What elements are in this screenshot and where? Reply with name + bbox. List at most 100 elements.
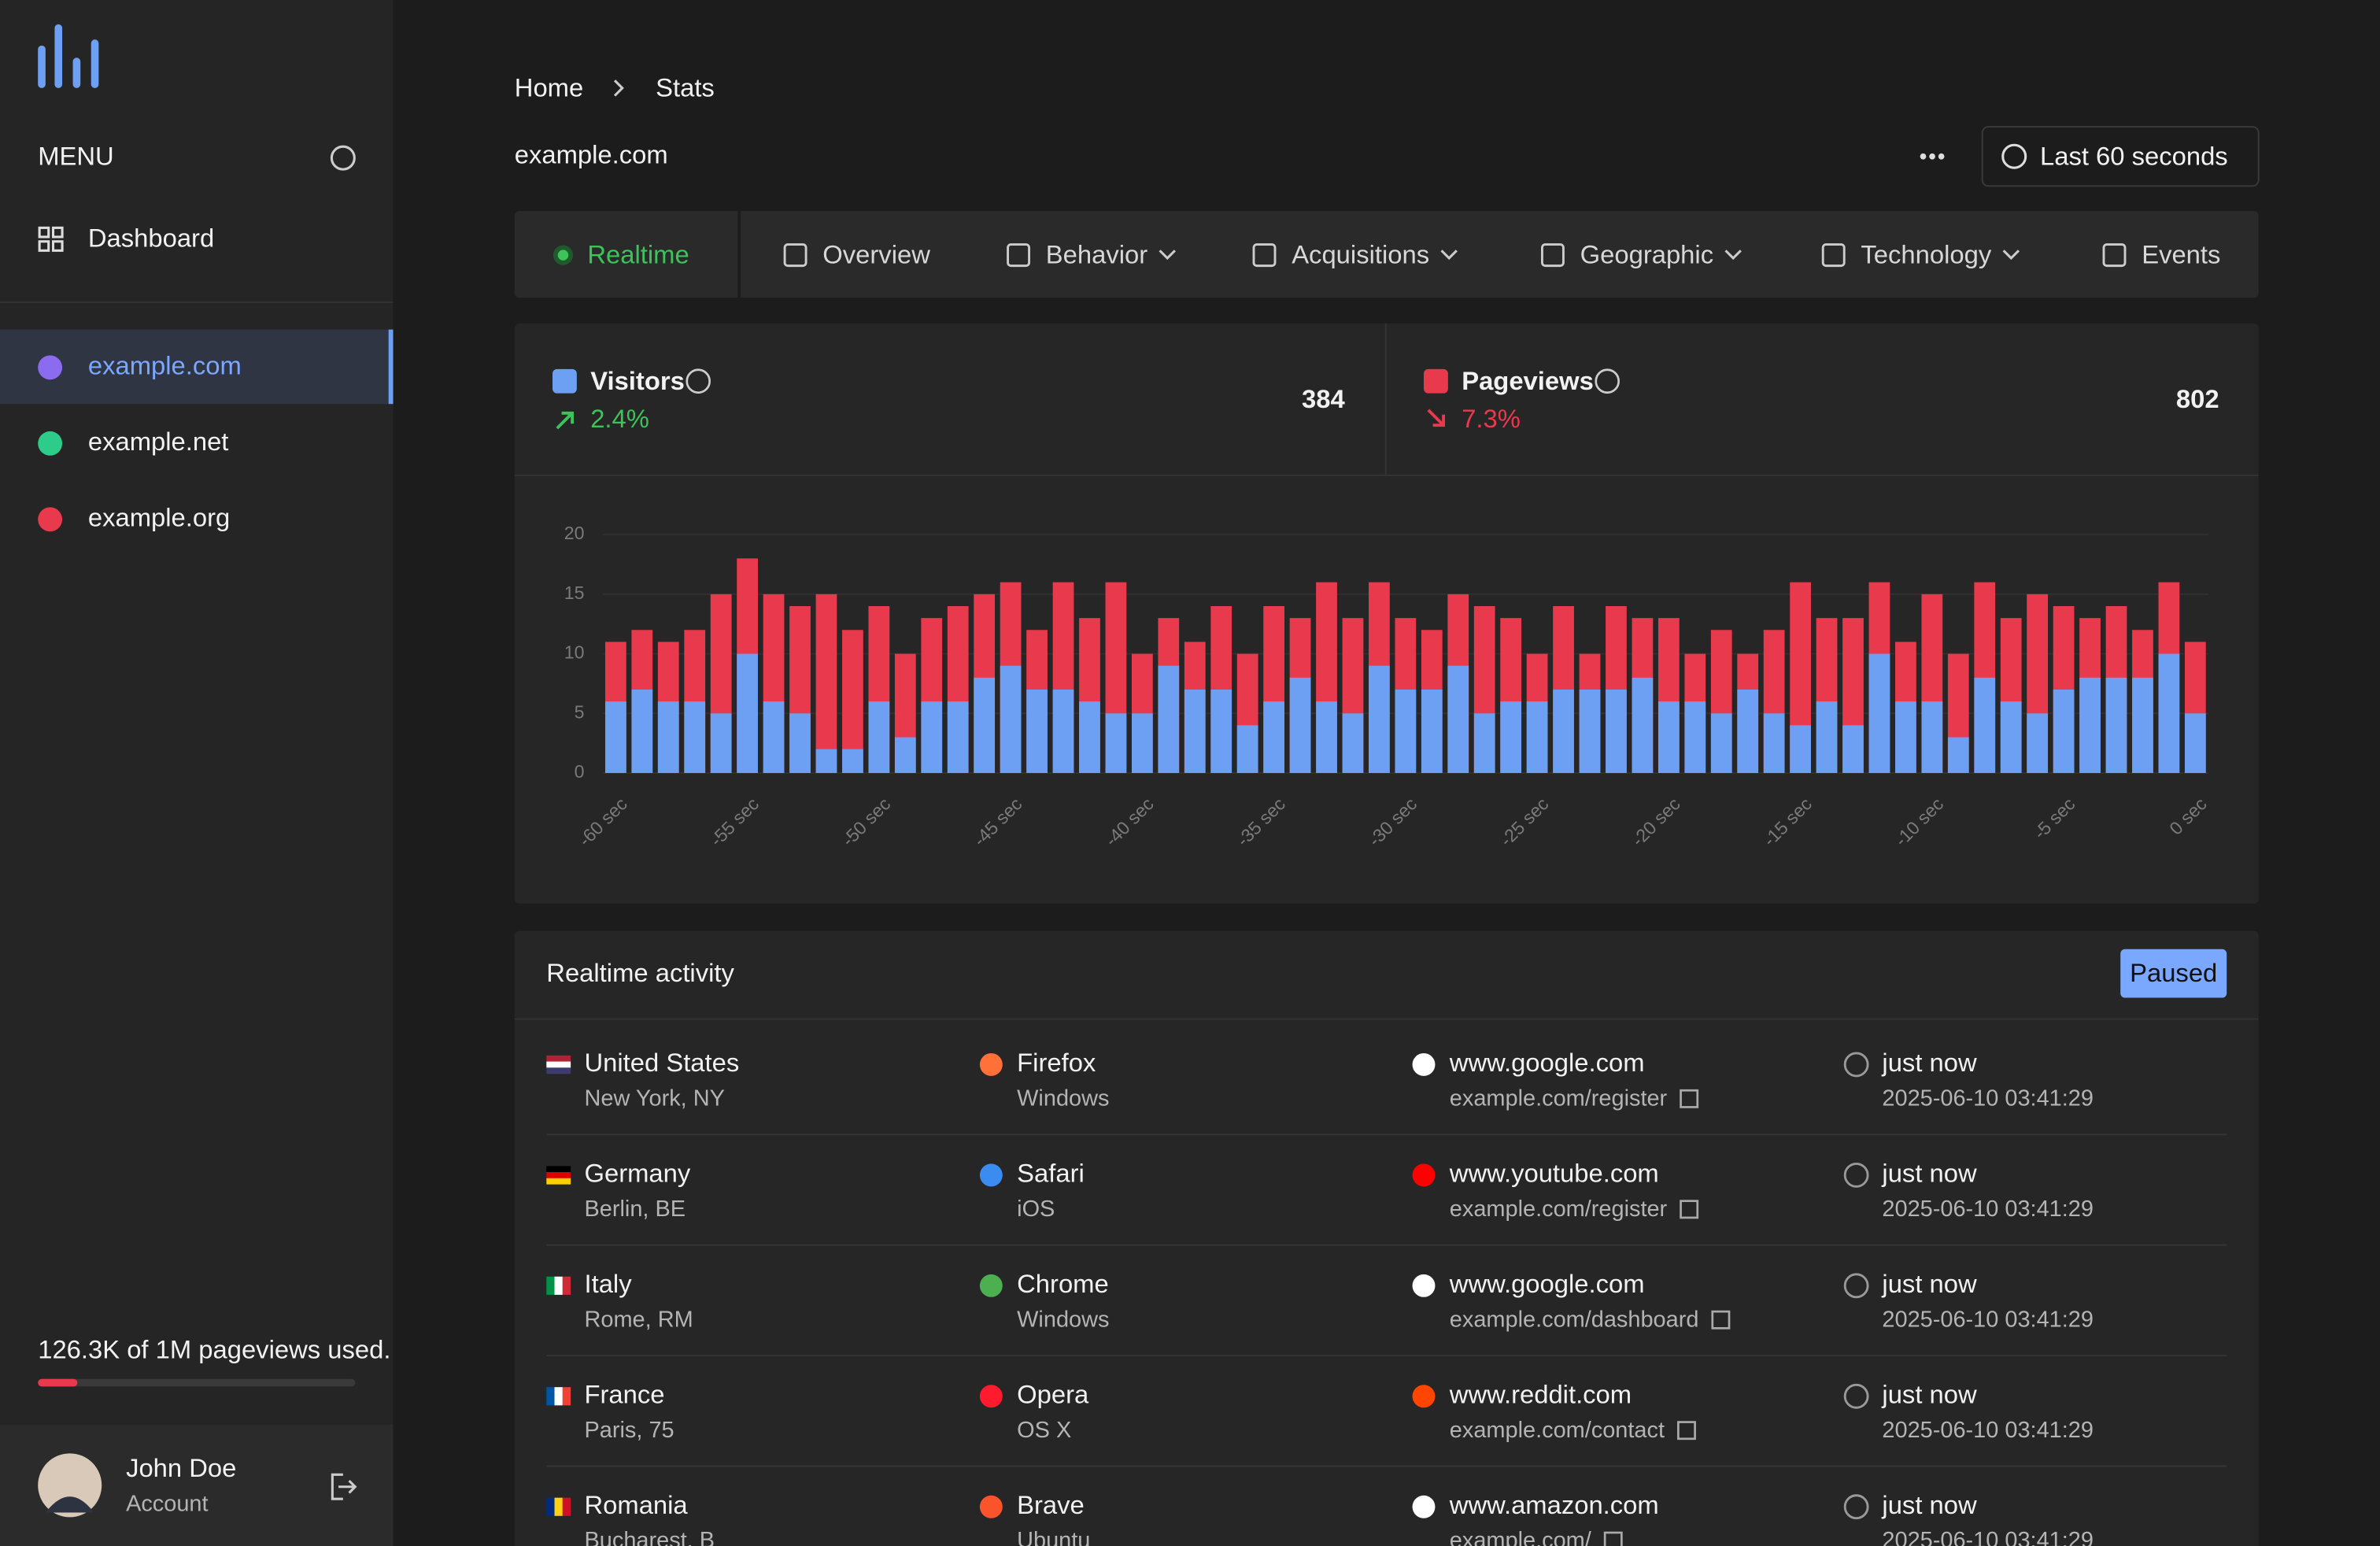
range-button[interactable]	[1981, 126, 2260, 187]
activity-referrer: www.google.com	[1449, 1048, 1645, 1077]
tab[interactable]: Behavior	[1046, 240, 1148, 269]
legend-swatch	[1424, 368, 1448, 394]
tab-chevron	[1159, 250, 1176, 261]
more-button[interactable]	[1920, 153, 1945, 160]
usage-text: 126.3K of 1M pageviews used.	[38, 1335, 390, 1364]
bar	[604, 701, 626, 773]
site-selected	[0, 329, 394, 405]
bar	[1868, 653, 1890, 773]
bar	[1763, 713, 1785, 773]
external-link-icon[interactable]	[1680, 1089, 1699, 1108]
site-icon	[38, 507, 63, 532]
activity-page[interactable]: example.com/register	[1450, 1196, 1668, 1222]
external-link-icon[interactable]	[1603, 1531, 1623, 1546]
bar	[1105, 713, 1127, 773]
user-name: John Doe	[126, 1453, 236, 1482]
tab[interactable]: Realtime	[587, 240, 689, 269]
activity-os: iOS	[1017, 1196, 1055, 1222]
activity-page[interactable]: example.com/dashboard	[1450, 1307, 1699, 1332]
breadcrumb-home[interactable]: Home	[515, 72, 583, 102]
bar	[1658, 701, 1680, 773]
trend-arrow	[556, 411, 574, 430]
activity-referrer: www.amazon.com	[1449, 1490, 1659, 1519]
external-link-icon[interactable]	[1680, 1200, 1699, 1219]
bar	[1842, 725, 1864, 773]
tab[interactable]: Overview	[822, 240, 930, 269]
tab[interactable]: Geographic	[1580, 240, 1713, 269]
theme-toggle[interactable]	[330, 145, 356, 171]
activity-country: Italy	[585, 1269, 633, 1298]
referrer-icon	[1412, 1495, 1436, 1518]
paused-label[interactable]: Paused	[2130, 958, 2217, 987]
tab[interactable]: Events	[2142, 240, 2220, 269]
y-tick-label: 15	[564, 583, 585, 603]
activity-city: Bucharest, B	[585, 1528, 715, 1546]
range-label[interactable]: Last 60 seconds	[2040, 141, 2228, 170]
activity-page[interactable]: example.com/contact	[1450, 1418, 1665, 1443]
tab[interactable]: Technology	[1861, 240, 1991, 269]
site-link[interactable]: example.net	[88, 427, 229, 456]
bar	[1052, 689, 1074, 773]
bar	[1579, 689, 1601, 773]
logout-icon[interactable]	[331, 1473, 357, 1500]
site-icon	[38, 431, 63, 456]
bar	[1342, 713, 1364, 773]
avatar[interactable]	[38, 1453, 102, 1518]
flag	[546, 1178, 571, 1185]
flag	[546, 1055, 571, 1062]
activity-country: France	[585, 1379, 665, 1408]
activity-page[interactable]: example.com/register	[1450, 1086, 1668, 1111]
site-link[interactable]: example.org	[88, 502, 230, 531]
browser-icon	[979, 1385, 1003, 1408]
activity-country: Romania	[585, 1490, 689, 1519]
activity-os: Windows	[1017, 1086, 1109, 1111]
bar	[1710, 713, 1732, 773]
flag	[546, 1276, 555, 1295]
page-title: example.com	[515, 139, 668, 168]
activity-country: Germany	[585, 1159, 691, 1188]
activity-browser: Brave	[1017, 1490, 1085, 1519]
activity-os: Windows	[1017, 1307, 1109, 1332]
browser-icon	[979, 1274, 1003, 1297]
bar	[1816, 701, 1838, 773]
bar	[1421, 689, 1443, 773]
flag	[546, 1497, 555, 1516]
bar	[974, 677, 996, 773]
bar	[1500, 701, 1522, 773]
bar	[947, 701, 969, 773]
live-dot	[552, 245, 574, 265]
bar	[1553, 689, 1574, 773]
activity-country: United States	[585, 1048, 740, 1077]
activity-referrer: www.reddit.com	[1449, 1379, 1632, 1408]
nav-dashboard[interactable]: Dashboard	[88, 223, 214, 252]
bar	[2105, 677, 2127, 773]
stat-change: 2.4%	[590, 404, 649, 433]
bar	[1210, 689, 1232, 773]
logo	[38, 24, 99, 88]
flag	[562, 1387, 571, 1406]
tab[interactable]: Acquisitions	[1292, 240, 1429, 269]
y-tick-label: 5	[575, 701, 585, 722]
bar	[1947, 737, 1969, 773]
activity-page[interactable]: example.com/	[1450, 1528, 1592, 1546]
paused-button[interactable]	[2120, 949, 2227, 998]
flag	[546, 1067, 571, 1074]
bar	[2000, 701, 2022, 773]
external-link-icon[interactable]	[1677, 1421, 1696, 1441]
bar	[1684, 701, 1706, 773]
legend-label: Visitors	[590, 366, 685, 395]
bar	[1369, 665, 1390, 773]
external-link-icon[interactable]	[1711, 1310, 1731, 1330]
bar	[2053, 689, 2075, 773]
bar	[631, 689, 653, 773]
y-tick-label: 10	[564, 642, 585, 663]
site-link[interactable]: example.com	[88, 351, 242, 380]
bar	[1131, 713, 1153, 773]
flag	[546, 1172, 571, 1178]
tab-icon	[1007, 243, 1031, 268]
activity-city: Paris, 75	[585, 1418, 674, 1443]
site-indicator	[388, 329, 394, 405]
bar	[789, 713, 811, 773]
bar	[710, 713, 732, 773]
bar	[1289, 677, 1311, 773]
